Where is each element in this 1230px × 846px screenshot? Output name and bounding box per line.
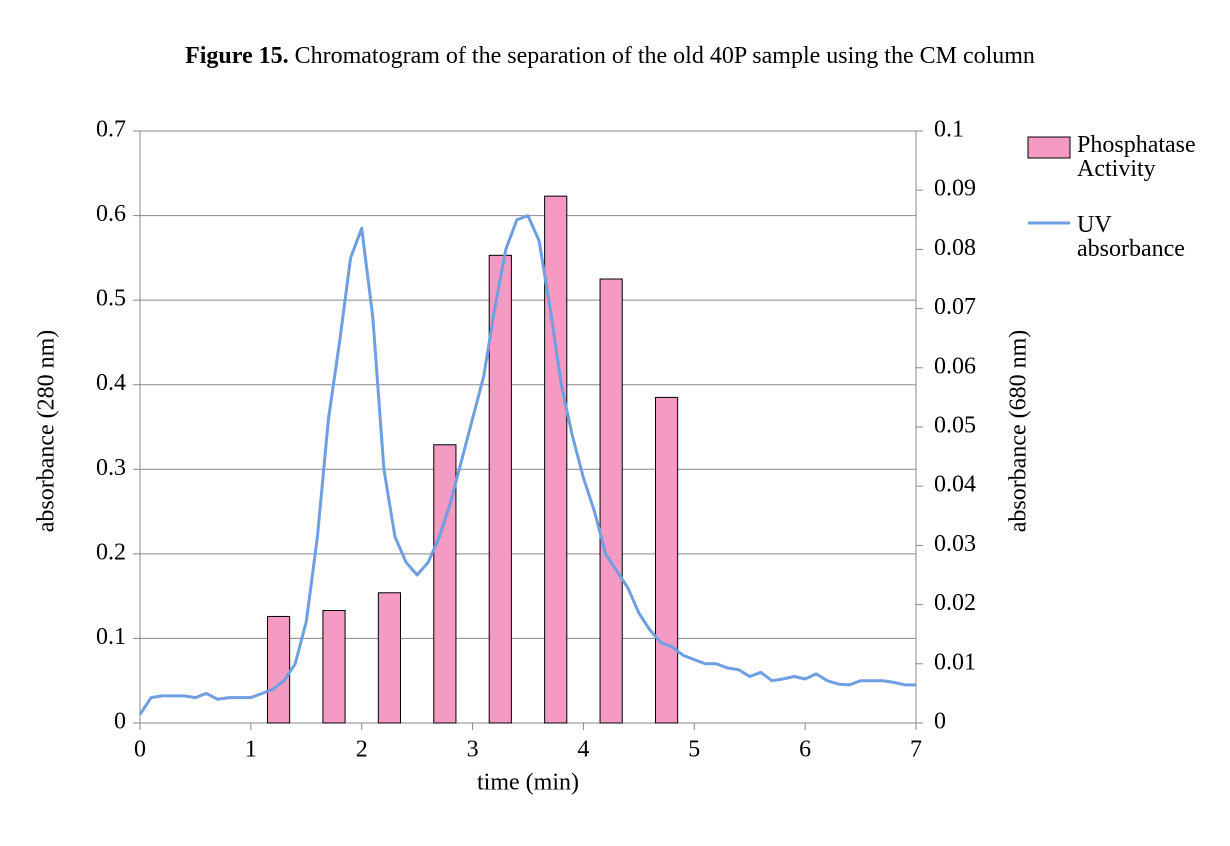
x-tick-label: 7	[910, 737, 922, 763]
title-text: Chromatogram of the separation of the ol…	[294, 43, 1035, 69]
line	[138, 214, 916, 716]
x-tick-label: 0	[134, 737, 146, 763]
y2-tick-label: 0.06	[934, 353, 976, 379]
x-tick-label: 5	[688, 737, 700, 763]
y-tick-label: 0.1	[96, 624, 126, 650]
x-tick-label: 4	[577, 737, 589, 763]
y2-tick-label: 0.08	[934, 235, 976, 261]
y-tick-label: 0.4	[96, 370, 126, 396]
bar	[599, 278, 623, 724]
y2-tick-label: 0.09	[934, 176, 976, 202]
bar	[377, 592, 402, 724]
bar	[322, 610, 346, 724]
y2-tick-label: 0.07	[934, 294, 976, 320]
x-tick-label: 1	[245, 737, 257, 763]
y2-tick-label: 0.05	[934, 413, 976, 439]
x-tick-label: 2	[356, 737, 368, 763]
y2-tick-label: 0.03	[934, 531, 976, 557]
y-tick-label: 0.5	[96, 286, 126, 312]
y-tick-label: 0.2	[96, 539, 126, 565]
bar	[266, 615, 291, 724]
bar	[433, 444, 457, 724]
bar	[488, 254, 512, 724]
y2-axis-label: absorbance (680 nm)	[1006, 330, 1032, 533]
legend-label: UV absorbance	[1077, 212, 1185, 262]
y2-tick-label: 0.1	[934, 117, 964, 143]
y-tick-label: 0	[114, 709, 126, 735]
x-axis-label: time (min)	[477, 770, 579, 796]
x-tick-label: 3	[467, 737, 479, 763]
bar	[544, 195, 568, 724]
y2-tick-label: 0.04	[934, 472, 976, 498]
legend-swatch	[1027, 136, 1071, 159]
y-tick-label: 0.7	[96, 117, 126, 143]
x-tick-label: 6	[799, 737, 811, 763]
y-tick-label: 0.3	[96, 455, 126, 481]
y2-tick-label: 0	[934, 709, 946, 735]
y2-tick-label: 0.02	[934, 590, 976, 616]
y-tick-label: 0.6	[96, 201, 126, 227]
plot-frame	[139, 130, 917, 724]
y-axis-label: absorbance (280 nm)	[34, 330, 60, 533]
chart-title: Figure 15. Chromatogram of the separatio…	[140, 42, 1080, 70]
y2-tick-label: 0.01	[934, 649, 976, 675]
bar	[654, 396, 679, 724]
title-prefix: Figure 15.	[185, 43, 289, 69]
legend-label: Phosphatase Activity	[1077, 132, 1196, 182]
